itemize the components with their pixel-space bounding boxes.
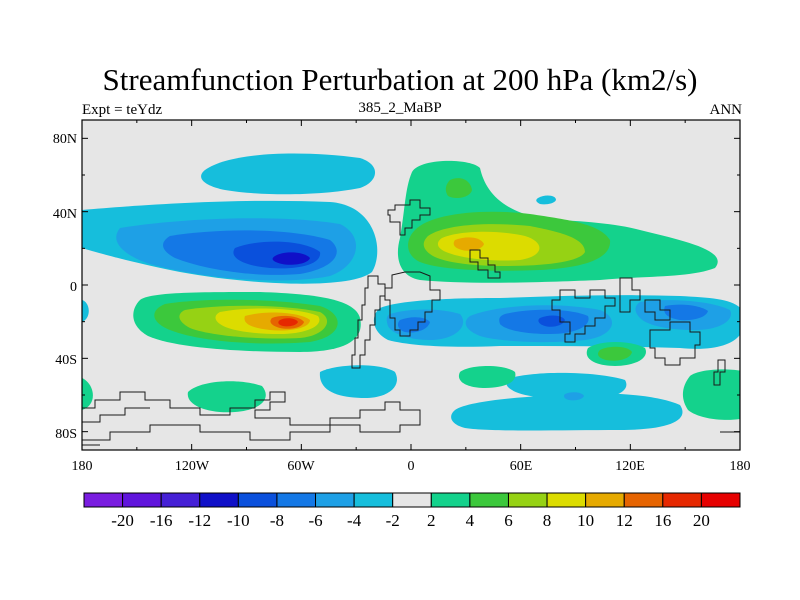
colorbar-swatch: [430, 492, 471, 508]
colorbar-label: -8: [270, 511, 284, 530]
coast-asia: [469, 249, 501, 279]
colorbar-swatch: [662, 492, 702, 508]
colorbar-label: 8: [543, 511, 552, 530]
contour-positive-southern: [187, 381, 266, 413]
contour-fields: [82, 153, 740, 431]
colorbar-swatch: [276, 492, 317, 508]
coast-maritime: [619, 277, 671, 321]
contour-negative-sindian: [82, 295, 740, 349]
colorbar-label: 12: [616, 511, 633, 530]
colorbar-swatch: [546, 492, 587, 508]
experiment-label: Expt = teYdz: [82, 102, 163, 118]
coast-europe: [387, 199, 431, 236]
colorbar-label: -20: [111, 511, 134, 530]
colorbar-swatch: [469, 492, 509, 508]
colorbar-swatch: [237, 492, 278, 508]
colorbar-swatch: [700, 492, 741, 508]
contour-negative-npacific: [82, 200, 378, 284]
colorbar-label: -12: [188, 511, 211, 530]
coast-newzealand: [713, 359, 726, 386]
colorbar-label: 16: [654, 511, 671, 530]
lon-label-180e: 180: [730, 459, 751, 474]
lat-label-eq: 0: [70, 280, 77, 295]
colorbar-label: -10: [227, 511, 250, 530]
lon-label-120w: 120W: [175, 459, 210, 474]
colorbar-label: -6: [308, 511, 322, 530]
colorbar-label: -4: [347, 511, 362, 530]
colorbar-label: 2: [427, 511, 436, 530]
contour-positive-spacific: [133, 292, 361, 352]
colorbar-label: 10: [577, 511, 594, 530]
lon-label-0: 0: [408, 459, 415, 474]
colorbar-label: 20: [693, 511, 710, 530]
coast-antarctica: [82, 391, 421, 441]
plot-title: Streamfunction Perturbation at 200 hPa (…: [102, 62, 698, 97]
colorbar-label: 6: [504, 511, 513, 530]
colorbar-labels: -20 -16 -12 -10 -8 -6 -4 -2 2 4 6 8 10 1…: [111, 511, 710, 530]
contour-negative-southern: [319, 365, 397, 398]
lon-label-60e: 60E: [510, 459, 533, 474]
colorbar-swatch: [623, 492, 664, 508]
lon-label-180w: 180: [72, 459, 93, 474]
lon-label-120e: 120E: [615, 459, 645, 474]
colorbar-swatch: [392, 492, 432, 508]
coastlines: [82, 199, 740, 446]
coast-africa: [384, 271, 441, 337]
colorbar-label: 4: [466, 511, 475, 530]
colorbar-swatch: [199, 492, 239, 508]
axis-ticks: [81, 120, 741, 450]
contour-positive-eurasia: [397, 160, 718, 283]
lat-label-80s: 80S: [55, 427, 77, 442]
colorbar-swatch: [507, 492, 548, 508]
colorbar-swatch: [122, 492, 162, 508]
colorbar-swatch: [315, 492, 355, 508]
case-label: 385_2_MaBP: [358, 100, 442, 116]
coast-south-america: [351, 275, 386, 369]
colorbar-label: -16: [150, 511, 173, 530]
lat-label-40s: 40S: [55, 353, 77, 368]
season-label: ANN: [709, 102, 743, 118]
colorbar-label: -2: [386, 511, 400, 530]
colorbar-swatch: [83, 492, 124, 508]
lon-label-60w: 60W: [287, 459, 315, 474]
colorbar-swatch: [585, 492, 625, 508]
lat-label-80n: 80N: [53, 132, 77, 147]
colorbar-swatch: [160, 492, 201, 508]
coast-india-seasia: [551, 289, 616, 343]
coast-australia: [649, 321, 701, 366]
colorbar: [83, 492, 741, 508]
lat-label-40n: 40N: [53, 207, 77, 222]
colorbar-swatch: [353, 492, 394, 508]
contour-negative-top: [201, 153, 376, 195]
